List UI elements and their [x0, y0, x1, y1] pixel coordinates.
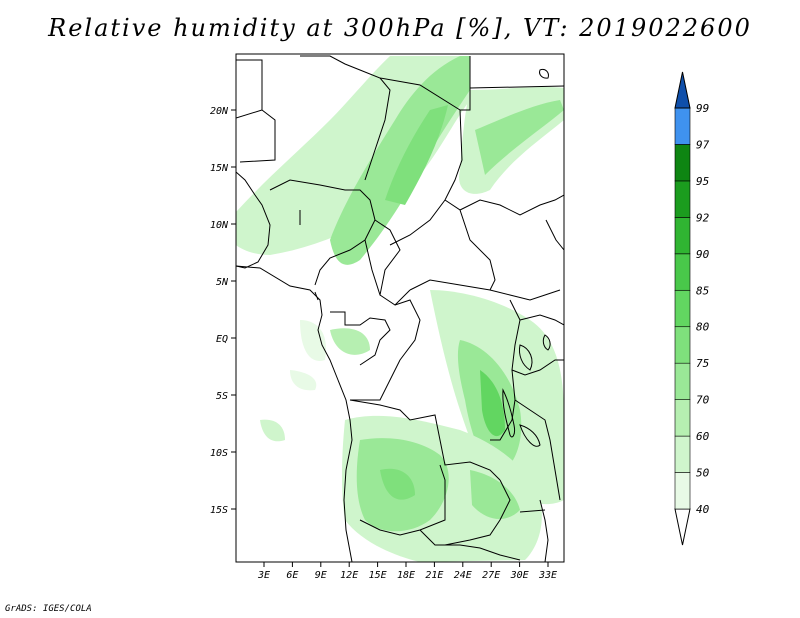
map-frame: [235, 53, 565, 563]
lon-tick-label: 12E: [340, 570, 358, 581]
colorbar-segment: [674, 435, 691, 473]
lon-tick-label: 21E: [425, 570, 443, 581]
lat-tick-label: 10N: [210, 220, 229, 231]
longitude-axis: 3E 6E 9E 12E 15E 18E 21E 24E 27E 30E 33E: [257, 562, 557, 581]
colorbar-segment: [674, 217, 691, 255]
latitude-axis: 20N 15N 10N 5N EQ 5S 10S 15S: [210, 106, 236, 516]
lon-tick-label: 33E: [538, 570, 557, 581]
colorbar-over-triangle: [674, 71, 691, 109]
lon-tick-label: 30E: [510, 570, 529, 581]
grads-credit: GrADS: IGES/COLA: [5, 604, 92, 614]
colorbar-level-label: 92: [696, 211, 710, 224]
lat-tick-label: 5S: [216, 391, 228, 402]
colorbar-segment: [674, 144, 691, 182]
lon-tick-label: 3E: [257, 570, 270, 581]
lon-tick-label: 24E: [454, 570, 472, 581]
colorbar-segment: [674, 107, 691, 145]
lat-tick-label: 20N: [210, 106, 229, 117]
lon-tick-label: 9E: [315, 570, 327, 581]
colorbar-segment: [674, 472, 691, 510]
colorbar-level-label: 95: [696, 175, 709, 188]
colorbar-segment: [674, 289, 691, 328]
colorbar-level-label: 90: [696, 248, 710, 261]
colorbar-level-label: 80: [696, 321, 710, 334]
humidity-shading: [236, 56, 564, 562]
colorbar-under-triangle: [674, 508, 691, 546]
colorbar-level-label: 60: [696, 430, 710, 443]
lon-tick-label: 18E: [397, 570, 415, 581]
lat-tick-label: 5N: [216, 277, 229, 288]
colorbar-level-label: 75: [696, 357, 709, 370]
colorbar-level-label: 99: [696, 102, 709, 115]
country-borders: [236, 55, 564, 562]
colorbar: 40 50 60 70 75 80 85 90 92 95 97 99: [674, 71, 710, 546]
colorbar-level-label: 85: [696, 284, 709, 297]
lon-tick-label: 15E: [369, 570, 387, 581]
colorbar-level-label: 40: [696, 503, 710, 516]
lat-tick-label: 10S: [210, 448, 228, 459]
colorbar-segment: [674, 362, 691, 400]
colorbar-level-label: 70: [696, 394, 710, 407]
colorbar-segment: [674, 399, 691, 437]
colorbar-level-label: 97: [696, 138, 710, 151]
lat-tick-label: 15N: [210, 163, 229, 174]
lon-tick-label: 6E: [286, 570, 298, 581]
colorbar-segment: [674, 253, 691, 291]
colorbar-level-label: 50: [696, 467, 710, 480]
map-title: Relative humidity at 300hPa [%], VT: 201…: [48, 14, 752, 42]
lon-tick-label: 27E: [482, 570, 500, 581]
colorbar-segment: [674, 180, 691, 218]
lat-tick-label: EQ: [216, 334, 228, 345]
lat-tick-label: 15S: [210, 505, 228, 516]
colorbar-segment: [674, 326, 691, 364]
